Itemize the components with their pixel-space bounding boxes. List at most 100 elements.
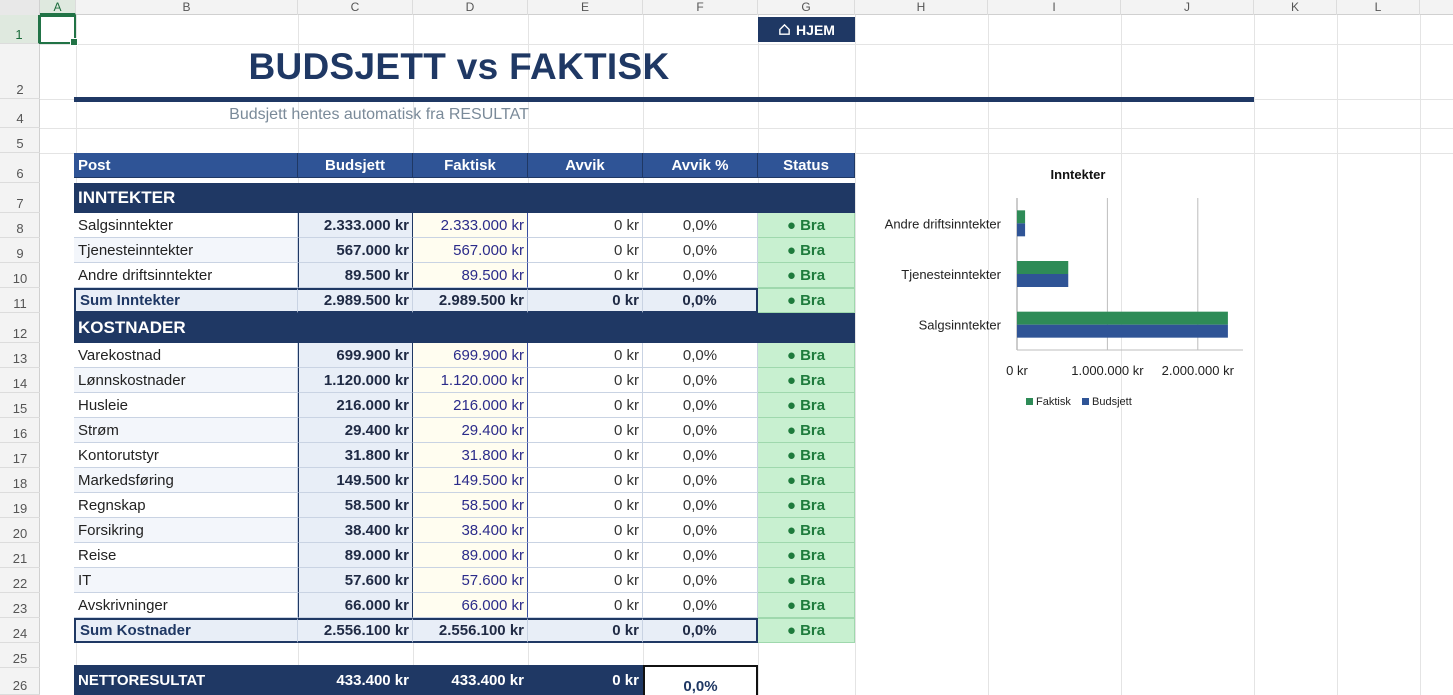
row-avvik-pct[interactable]: 0,0% [643,263,758,288]
sum-label[interactable]: Sum Inntekter [74,288,298,313]
row-post[interactable]: Avskrivninger [74,593,298,618]
row-avvik-pct[interactable]: 0,0% [643,213,758,238]
row-avvik-pct[interactable]: 0,0% [643,568,758,593]
sum-status[interactable]: ● Bra [758,618,855,643]
row-avvik[interactable]: 0 kr [528,418,643,443]
row-status[interactable]: ● Bra [758,443,855,468]
sum-budsjett[interactable]: 2.556.100 kr [298,618,413,643]
header-avvik-pct[interactable]: Avvik % [643,153,758,178]
row-header-16[interactable]: 16 [0,418,40,443]
row-post[interactable]: Husleie [74,393,298,418]
row-status[interactable]: ● Bra [758,213,855,238]
row-post[interactable]: IT [74,568,298,593]
row-budsjett[interactable]: 31.800 kr [298,443,413,468]
row-faktisk[interactable]: 216.000 kr [413,393,528,418]
header-avvik[interactable]: Avvik [528,153,643,178]
column-header-b[interactable]: B [76,0,298,15]
column-header-f[interactable]: F [643,0,758,15]
row-post[interactable]: Reise [74,543,298,568]
row-header-9[interactable]: 9 [0,238,40,263]
row-status[interactable]: ● Bra [758,418,855,443]
row-faktisk[interactable]: 57.600 kr [413,568,528,593]
row-avvik[interactable]: 0 kr [528,518,643,543]
column-header-h[interactable]: H [855,0,988,15]
row-header-5[interactable]: 5 [0,128,40,153]
row-avvik-pct[interactable]: 0,0% [643,518,758,543]
row-budsjett[interactable]: 699.900 kr [298,343,413,368]
row-header-15[interactable]: 15 [0,393,40,418]
row-header-6[interactable]: 6 [0,153,40,183]
row-budsjett[interactable]: 58.500 kr [298,493,413,518]
netto-avvik-pct[interactable]: 0,0% [643,665,758,695]
sum-avvik-pct[interactable]: 0,0% [643,288,758,313]
row-avvik[interactable]: 0 kr [528,263,643,288]
row-header-21[interactable]: 21 [0,543,40,568]
column-header-e[interactable]: E [528,0,643,15]
row-avvik-pct[interactable]: 0,0% [643,238,758,263]
column-header-i[interactable]: I [988,0,1121,15]
netto-label[interactable]: NETTORESULTAT [74,665,298,695]
row-header-2[interactable]: 2 [0,44,40,99]
home-button[interactable]: HJEM [758,17,855,42]
row-status[interactable]: ● Bra [758,263,855,288]
active-cell-a1[interactable] [39,15,78,46]
row-post[interactable]: Varekostnad [74,343,298,368]
row-header-26[interactable]: 26 [0,668,40,695]
sum-avvik[interactable]: 0 kr [528,288,643,313]
row-header-4[interactable]: 4 [0,99,40,128]
row-budsjett[interactable]: 66.000 kr [298,593,413,618]
row-budsjett[interactable]: 29.400 kr [298,418,413,443]
row-header-8[interactable]: 8 [0,213,40,238]
row-avvik-pct[interactable]: 0,0% [643,468,758,493]
row-post[interactable]: Salgsinntekter [74,213,298,238]
column-header-k[interactable]: K [1254,0,1337,15]
row-budsjett[interactable]: 2.333.000 kr [298,213,413,238]
row-header-17[interactable]: 17 [0,443,40,468]
row-avvik-pct[interactable]: 0,0% [643,593,758,618]
sum-faktisk[interactable]: 2.556.100 kr [413,618,528,643]
row-faktisk[interactable]: 29.400 kr [413,418,528,443]
row-avvik-pct[interactable]: 0,0% [643,443,758,468]
row-header-10[interactable]: 10 [0,263,40,288]
row-avvik-pct[interactable]: 0,0% [643,368,758,393]
row-avvik[interactable]: 0 kr [528,393,643,418]
row-status[interactable]: ● Bra [758,593,855,618]
row-post[interactable]: Markedsføring [74,468,298,493]
row-header-18[interactable]: 18 [0,468,40,493]
row-header-12[interactable]: 12 [0,313,40,343]
row-status[interactable]: ● Bra [758,238,855,263]
row-header-19[interactable]: 19 [0,493,40,518]
row-budsjett[interactable]: 89.500 kr [298,263,413,288]
row-avvik[interactable]: 0 kr [528,213,643,238]
sum-status[interactable]: ● Bra [758,288,855,313]
row-faktisk[interactable]: 149.500 kr [413,468,528,493]
row-header-25[interactable]: 25 [0,643,40,668]
netto-faktisk[interactable]: 433.400 kr [413,665,528,695]
row-post[interactable]: Strøm [74,418,298,443]
row-avvik[interactable]: 0 kr [528,443,643,468]
row-avvik-pct[interactable]: 0,0% [643,418,758,443]
column-header-c[interactable]: C [298,0,413,15]
sum-avvik-pct[interactable]: 0,0% [643,618,758,643]
sum-budsjett[interactable]: 2.989.500 kr [298,288,413,313]
row-status[interactable]: ● Bra [758,393,855,418]
row-avvik[interactable]: 0 kr [528,593,643,618]
row-faktisk[interactable]: 31.800 kr [413,443,528,468]
row-status[interactable]: ● Bra [758,368,855,393]
row-faktisk[interactable]: 58.500 kr [413,493,528,518]
row-header-23[interactable]: 23 [0,593,40,618]
netto-budsjett[interactable]: 433.400 kr [298,665,413,695]
row-status[interactable]: ● Bra [758,343,855,368]
row-budsjett[interactable]: 57.600 kr [298,568,413,593]
row-status[interactable]: ● Bra [758,518,855,543]
row-avvik-pct[interactable]: 0,0% [643,343,758,368]
header-faktisk[interactable]: Faktisk [413,153,528,178]
row-header-14[interactable]: 14 [0,368,40,393]
row-avvik[interactable]: 0 kr [528,368,643,393]
sum-faktisk[interactable]: 2.989.500 kr [413,288,528,313]
row-header-1[interactable]: 1 [0,15,40,44]
row-faktisk[interactable]: 38.400 kr [413,518,528,543]
row-avvik[interactable]: 0 kr [528,543,643,568]
row-budsjett[interactable]: 89.000 kr [298,543,413,568]
row-avvik[interactable]: 0 kr [528,493,643,518]
